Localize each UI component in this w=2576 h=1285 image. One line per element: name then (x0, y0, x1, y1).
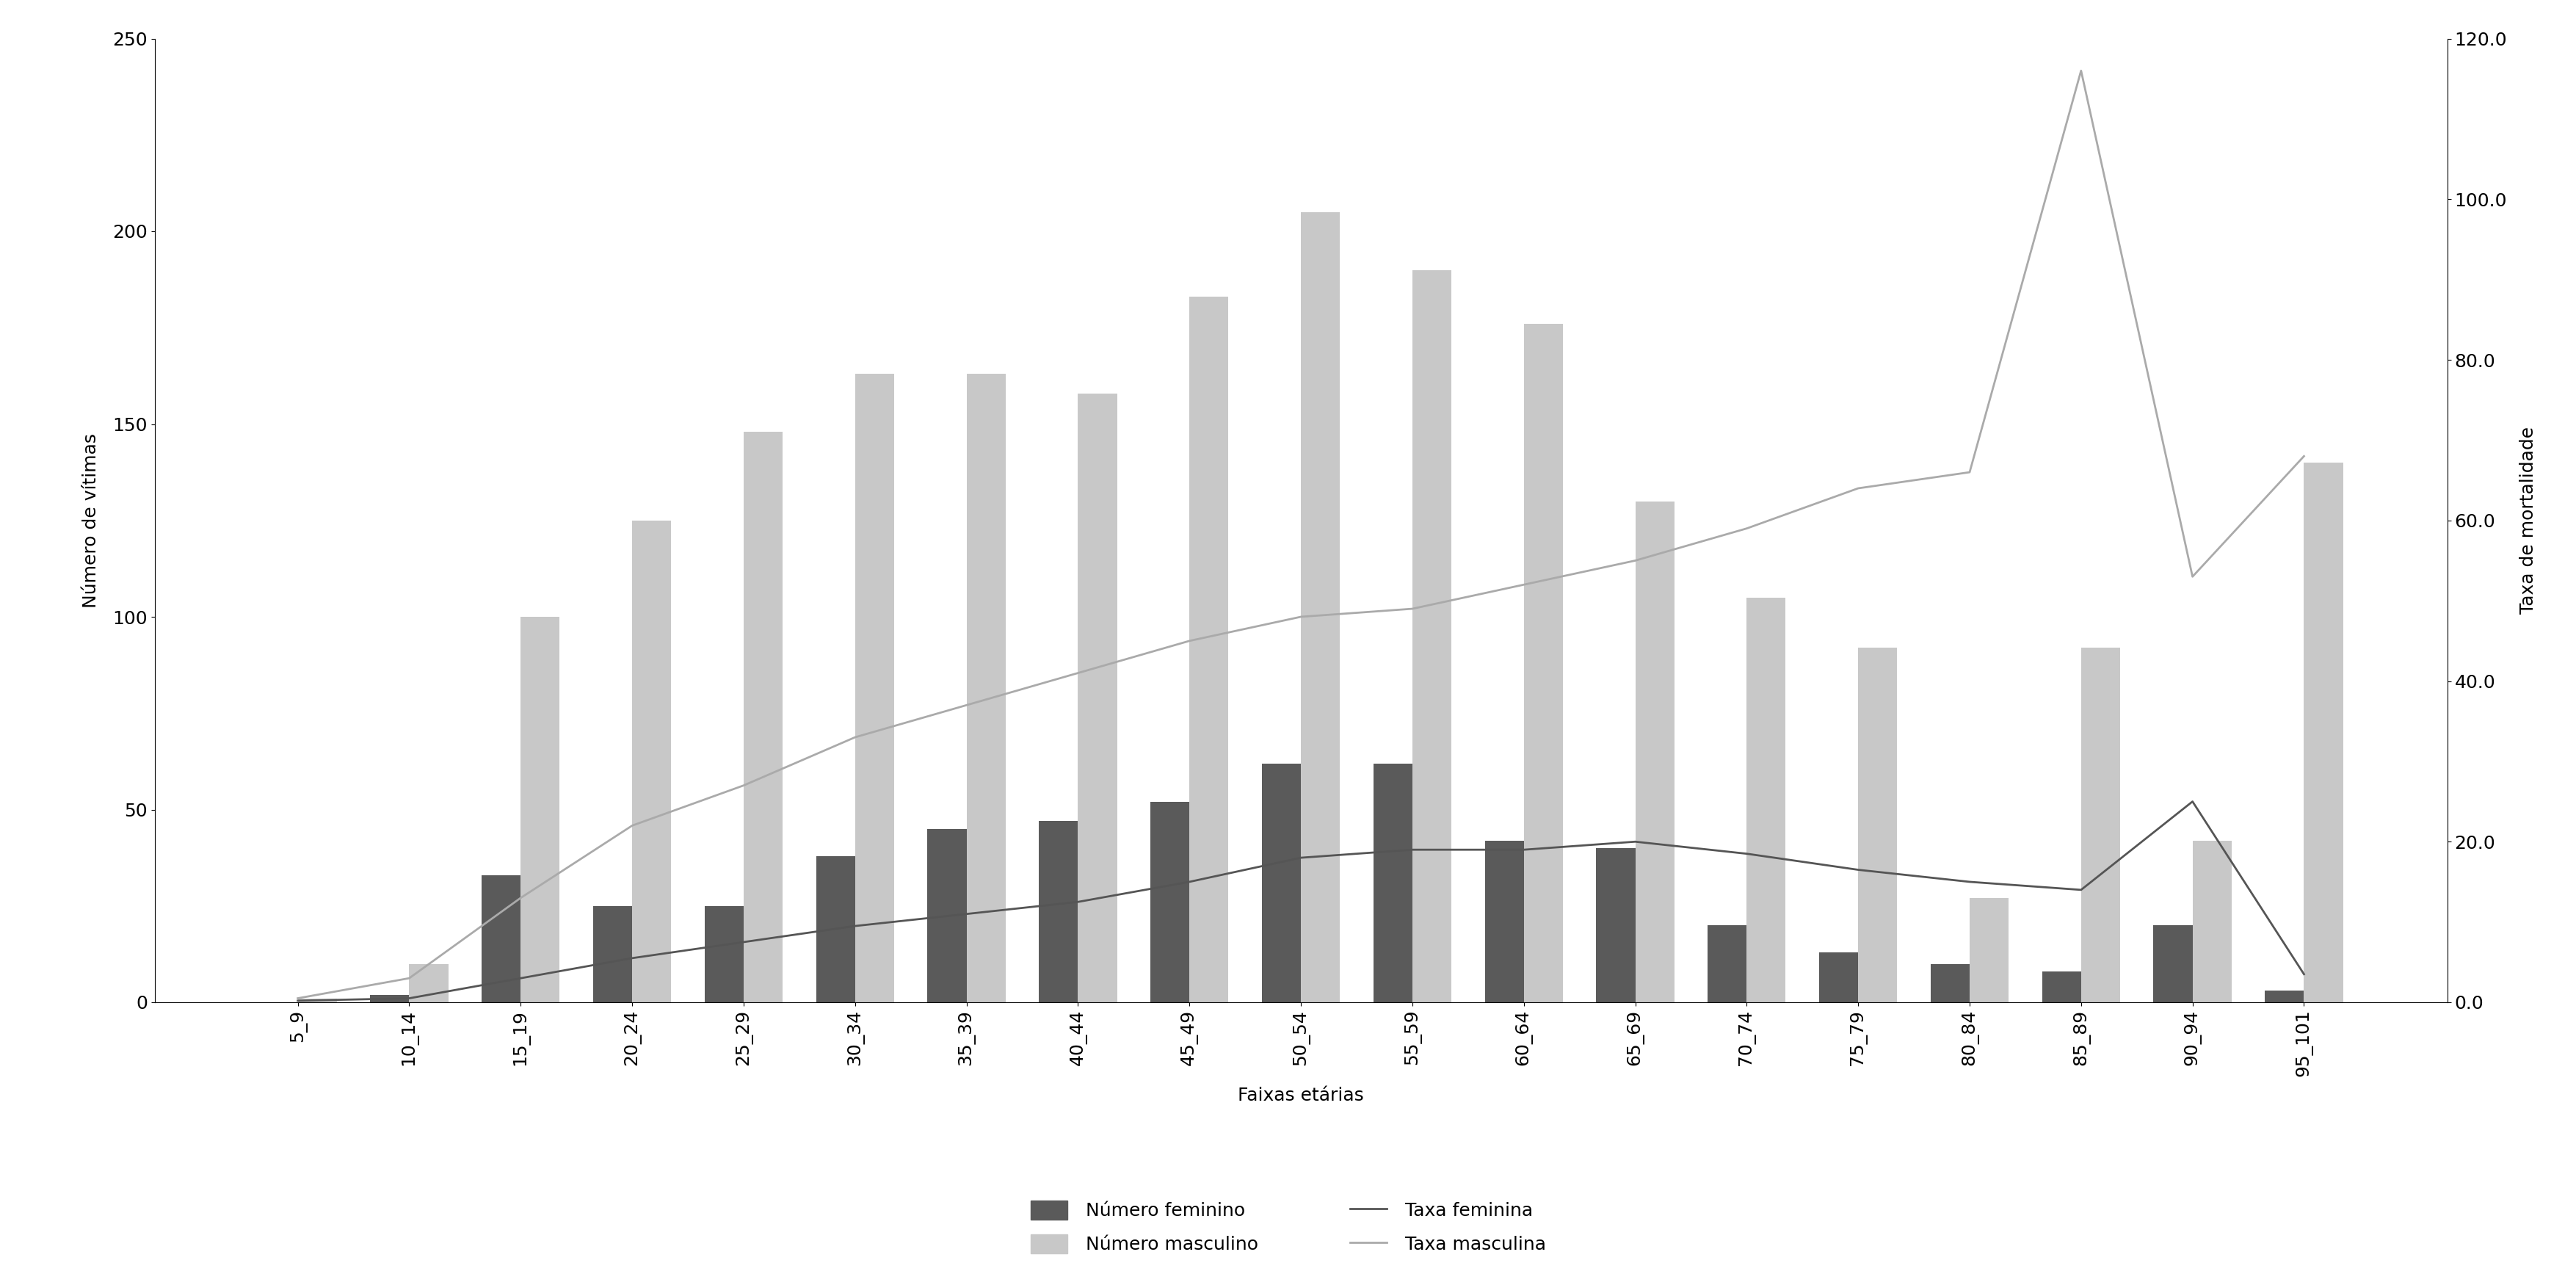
Bar (631, 520, 672, 1002)
Taxa feminina (951, 906, 981, 921)
Taxa feminina (394, 991, 425, 1006)
Bar (855, 374, 894, 1002)
Bar (1525, 324, 1564, 1002)
Taxa feminina (1510, 842, 1540, 857)
Bar (744, 432, 783, 1002)
Taxa feminina (505, 970, 536, 986)
Legend: Número feminino, Número masculino, Taxa feminina, Taxa masculina: Número feminino, Número masculino, Taxa … (1020, 1191, 1556, 1263)
Taxa masculina (505, 891, 536, 906)
Bar (1301, 212, 1340, 1002)
Taxa masculina (1955, 464, 1986, 479)
Bar (1747, 598, 1785, 1002)
Bar (1971, 898, 2009, 1002)
Taxa masculina (1175, 634, 1206, 649)
Taxa masculina (1061, 666, 1092, 681)
Line: Taxa masculina: Taxa masculina (299, 71, 2303, 998)
Taxa masculina (1285, 609, 1316, 625)
Taxa feminina (2066, 882, 2097, 897)
Taxa masculina (951, 698, 981, 713)
Bar (817, 856, 855, 1002)
Bar (1038, 821, 1077, 1002)
Taxa feminina (2177, 794, 2208, 810)
Taxa feminina (1175, 874, 1206, 889)
Taxa feminina (1396, 842, 1427, 857)
Taxa masculina (840, 730, 871, 745)
Bar (1819, 952, 1857, 1002)
Taxa masculina (616, 817, 647, 833)
X-axis label: Faixas etárias: Faixas etárias (1239, 1087, 1363, 1105)
Taxa feminina (1731, 846, 1762, 861)
Taxa masculina (1620, 553, 1651, 568)
Taxa masculina (2177, 569, 2208, 585)
Bar (410, 964, 448, 1002)
Bar (299, 998, 337, 1002)
Bar (1262, 763, 1301, 1002)
Bar (1929, 964, 1971, 1002)
Bar (1412, 270, 1450, 1002)
Bar (2264, 991, 2303, 1002)
Taxa feminina (1955, 874, 1986, 889)
Bar (1190, 297, 1229, 1002)
Y-axis label: Número de vítimas: Número de vítimas (82, 433, 100, 608)
Bar (2081, 648, 2120, 1002)
Taxa feminina (1620, 834, 1651, 849)
Taxa feminina (1061, 894, 1092, 910)
Taxa feminina (283, 993, 314, 1009)
Bar (592, 906, 631, 1002)
Taxa feminina (1842, 862, 1873, 878)
Taxa masculina (283, 991, 314, 1006)
Bar (1151, 802, 1190, 1002)
Taxa masculina (1396, 601, 1427, 617)
Taxa feminina (840, 919, 871, 934)
Bar (2192, 840, 2231, 1002)
Taxa masculina (2066, 63, 2097, 78)
Taxa masculina (1731, 520, 1762, 536)
Taxa feminina (1285, 851, 1316, 866)
Bar (1708, 925, 1747, 1002)
Taxa feminina (729, 934, 760, 950)
Y-axis label: Taxa de mortalidade: Taxa de mortalidade (2519, 427, 2537, 614)
Taxa masculina (1510, 577, 1540, 592)
Bar (1077, 393, 1118, 1002)
Bar (1597, 848, 1636, 1002)
Bar (371, 995, 410, 1002)
Bar (927, 829, 966, 1002)
Bar (2303, 463, 2344, 1002)
Taxa masculina (729, 777, 760, 793)
Taxa feminina (616, 951, 647, 966)
Bar (2043, 971, 2081, 1002)
Bar (706, 906, 744, 1002)
Bar (1484, 840, 1525, 1002)
Bar (2154, 925, 2192, 1002)
Taxa masculina (2287, 448, 2318, 464)
Line: Taxa feminina: Taxa feminina (299, 802, 2303, 1001)
Bar (520, 617, 559, 1002)
Bar (966, 374, 1005, 1002)
Bar (1857, 648, 1896, 1002)
Taxa feminina (2287, 966, 2318, 982)
Bar (1373, 763, 1412, 1002)
Bar (482, 875, 520, 1002)
Bar (1636, 501, 1674, 1002)
Taxa masculina (394, 970, 425, 986)
Taxa masculina (1842, 481, 1873, 496)
